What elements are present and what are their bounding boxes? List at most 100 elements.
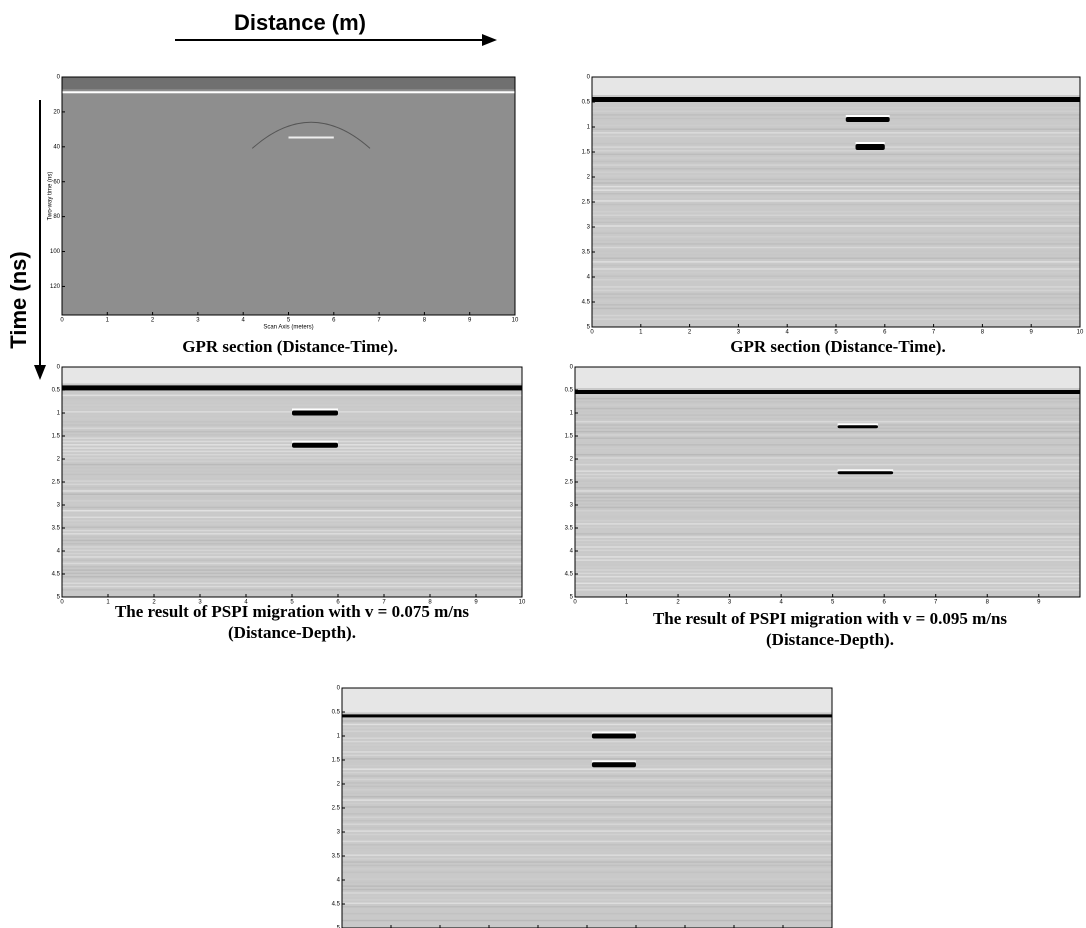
- y-tick-label: 1: [337, 734, 341, 740]
- x-tick-label: 8: [981, 330, 985, 336]
- image-stripe: [342, 782, 832, 784]
- image-top-band: [62, 77, 515, 89]
- image-stripe: [575, 411, 1080, 413]
- panel: 00.511.522.533.544.55: [332, 686, 832, 928]
- image-stripe: [62, 530, 522, 532]
- image-stripe: [342, 868, 832, 870]
- image-stripe: [62, 437, 522, 439]
- image-stripe: [575, 418, 1080, 420]
- image-stripe: [592, 189, 1080, 191]
- image-stripe: [592, 211, 1080, 213]
- caption: The result of PSPI migration with v = 0.…: [115, 602, 469, 621]
- image-stripe: [62, 569, 522, 571]
- image-top-line: [575, 390, 1080, 394]
- distance-label: Distance (m): [234, 10, 366, 35]
- x-tick-label: 9: [468, 318, 472, 324]
- image-stripe: [592, 146, 1080, 148]
- x-tick-label: 2: [688, 330, 692, 336]
- time-arrowhead: [34, 365, 46, 380]
- image-stripe: [592, 193, 1080, 195]
- image-stripe: [592, 164, 1080, 166]
- distance-arrowhead: [482, 34, 497, 46]
- image-stripe: [62, 404, 522, 406]
- image-stripe: [62, 431, 522, 433]
- image-stripe: [575, 428, 1080, 430]
- image-stripe: [592, 175, 1080, 177]
- image-stripe: [342, 844, 832, 846]
- image-stripe: [575, 530, 1080, 532]
- image-stripe: [62, 418, 522, 420]
- x-tick-label: 4: [786, 330, 790, 336]
- image-stripe: [575, 540, 1080, 542]
- image-stripe: [62, 414, 522, 416]
- image-stripe: [62, 467, 522, 469]
- x-tick-label: 10: [512, 318, 519, 324]
- image-stripe: [592, 150, 1080, 152]
- y-tick-label: 1: [570, 411, 574, 417]
- image-reflector: [846, 115, 890, 117]
- image-stripe: [342, 830, 832, 832]
- image-stripe: [592, 136, 1080, 138]
- image-stripe: [592, 308, 1080, 310]
- image-stripe: [575, 480, 1080, 482]
- x-tick-label: 2: [151, 318, 155, 324]
- image-stripe: [575, 579, 1080, 581]
- time-label: Time (ns): [6, 251, 31, 348]
- image-stripe: [342, 748, 832, 750]
- x-tick-label: 7: [377, 318, 381, 324]
- image-stripe: [62, 503, 522, 505]
- image-stripe: [592, 304, 1080, 306]
- image-stripe: [575, 569, 1080, 571]
- image-stripe: [342, 803, 832, 805]
- image-stripe: [592, 261, 1080, 263]
- y-tick-label: 2.5: [52, 480, 61, 486]
- image-stripe: [62, 540, 522, 542]
- image-stripe: [342, 827, 832, 829]
- y-tick-label: 2.5: [332, 806, 341, 812]
- image-stripe: [592, 293, 1080, 295]
- image-stripe: [592, 272, 1080, 274]
- x-tick-label: 2: [676, 600, 680, 606]
- y-tick-label: 0: [57, 75, 61, 81]
- image-reflector: [592, 762, 636, 767]
- image-stripe: [62, 457, 522, 459]
- image-stripe: [592, 311, 1080, 313]
- y-tick-label: 3: [587, 225, 591, 231]
- image-stripe: [62, 513, 522, 515]
- x-tick-label: 0: [590, 330, 594, 336]
- image-stripe: [62, 589, 522, 591]
- image-stripe: [62, 470, 522, 472]
- y-tick-label: 3: [570, 503, 574, 509]
- image-top-band: [592, 77, 1080, 95]
- image-stripe: [592, 247, 1080, 249]
- image-stripe: [592, 275, 1080, 277]
- image-stripe: [592, 265, 1080, 267]
- image-top-band: [342, 688, 832, 712]
- image-top-band: [575, 367, 1080, 388]
- image-stripe: [342, 720, 832, 722]
- y-tick-label: 2: [570, 457, 574, 463]
- image-stripe: [575, 401, 1080, 403]
- image-stripe: [342, 731, 832, 733]
- y-tick-label: 0: [337, 686, 341, 692]
- y-tick-label: 4.5: [582, 300, 591, 306]
- image-stripe: [342, 789, 832, 791]
- image-stripe: [575, 424, 1080, 426]
- image-stripe: [575, 520, 1080, 522]
- image-stripe: [575, 503, 1080, 505]
- image-background: [62, 77, 515, 315]
- image-stripe: [575, 559, 1080, 561]
- image-stripe: [342, 878, 832, 880]
- image-stripe: [342, 772, 832, 774]
- image-stripe: [62, 398, 522, 400]
- image-stripe: [62, 520, 522, 522]
- y-tick-label: 2: [57, 457, 61, 463]
- y-tick-label: 4.5: [565, 572, 574, 578]
- image-stripe: [342, 909, 832, 911]
- y-tick-label: 60: [53, 179, 60, 185]
- image-stripe: [62, 579, 522, 581]
- image-reflector: [292, 443, 338, 448]
- y-tick-label: 4.5: [332, 902, 341, 908]
- image-stripe: [62, 411, 522, 413]
